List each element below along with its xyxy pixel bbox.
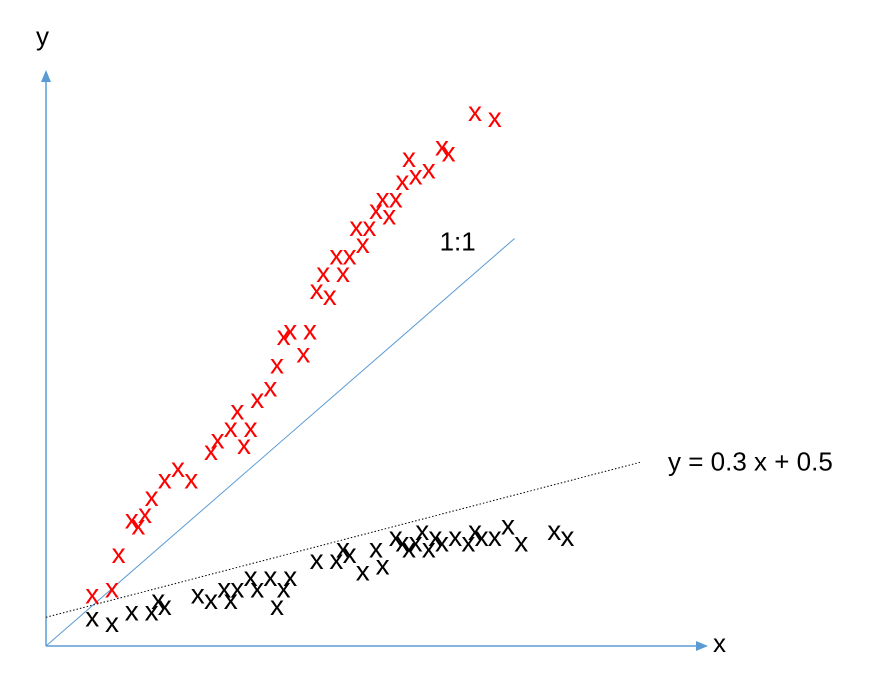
data-point-series-2: x bbox=[389, 521, 403, 552]
data-point-series-2: x bbox=[468, 515, 482, 546]
data-point-series-2: x bbox=[376, 550, 390, 581]
data-point-series-1: x bbox=[250, 383, 264, 414]
data-point-series-2: x bbox=[428, 521, 442, 552]
data-point-series-2: x bbox=[145, 596, 159, 627]
data-point-series-2: x bbox=[336, 532, 350, 563]
data-point-series-1: x bbox=[356, 228, 370, 259]
data-point-series-1: x bbox=[158, 464, 172, 495]
data-point-series-1: x bbox=[244, 412, 258, 443]
reference-line-1 bbox=[45, 238, 515, 647]
data-point-series-1: x bbox=[488, 102, 502, 133]
data-point-series-1: x bbox=[343, 240, 357, 271]
data-point-series-2: x bbox=[514, 527, 528, 558]
data-point-series-2: x bbox=[217, 573, 231, 604]
data-point-series-2: x bbox=[105, 607, 119, 638]
data-point-series-1: x bbox=[435, 131, 449, 162]
reference-line-label-2: y = 0.3 x + 0.5 bbox=[668, 446, 833, 476]
data-point-series-1: x bbox=[204, 435, 218, 466]
data-point-series-1: x bbox=[296, 337, 310, 368]
data-point-series-2: x bbox=[283, 561, 297, 592]
data-point-series-1: x bbox=[138, 498, 152, 529]
data-point-series-2: x bbox=[369, 532, 383, 563]
x-axis-label: x bbox=[713, 628, 726, 658]
data-point-series-1: x bbox=[310, 274, 324, 305]
data-point-series-2: x bbox=[230, 573, 244, 604]
data-point-series-1: x bbox=[237, 429, 251, 460]
data-point-series-2: x bbox=[343, 538, 357, 569]
data-point-series-2: x bbox=[409, 527, 423, 558]
data-point-series-1: x bbox=[395, 165, 409, 196]
data-point-series-1: x bbox=[171, 452, 185, 483]
data-point-series-1: x bbox=[329, 240, 343, 271]
data-point-series-2: x bbox=[435, 527, 449, 558]
data-point-series-2: x bbox=[547, 515, 561, 546]
data-point-series-2: x bbox=[270, 590, 284, 621]
data-point-series-1: x bbox=[422, 154, 436, 185]
data-point-series-1: x bbox=[230, 395, 244, 426]
data-point-series-2: x bbox=[125, 596, 139, 627]
data-point-series-1: x bbox=[270, 349, 284, 380]
data-point-series-1: x bbox=[211, 423, 225, 454]
data-point-series-2: x bbox=[310, 544, 324, 575]
data-point-series-2: x bbox=[501, 509, 515, 540]
data-point-series-2: x bbox=[151, 584, 165, 615]
reference-line-2 bbox=[45, 461, 641, 618]
data-point-series-2: x bbox=[277, 573, 291, 604]
data-point-series-1: x bbox=[112, 538, 126, 569]
data-point-series-1: x bbox=[362, 211, 376, 242]
data-point-series-2: x bbox=[191, 578, 205, 609]
data-point-series-2: x bbox=[85, 601, 99, 632]
data-point-series-2: x bbox=[422, 532, 436, 563]
data-point-series-1: x bbox=[468, 96, 482, 127]
data-point-series-2: x bbox=[244, 561, 258, 592]
data-point-series-2: x bbox=[415, 515, 429, 546]
data-point-series-1: x bbox=[105, 573, 119, 604]
data-point-series-1: x bbox=[349, 211, 363, 242]
data-point-series-2: x bbox=[560, 521, 574, 552]
data-point-series-1: x bbox=[303, 314, 317, 345]
data-point-series-1: x bbox=[184, 464, 198, 495]
data-point-series-1: x bbox=[389, 182, 403, 213]
data-point-series-2: x bbox=[224, 584, 238, 615]
data-point-series-2: x bbox=[329, 544, 343, 575]
data-point-series-1: x bbox=[316, 257, 330, 288]
data-point-series-1: x bbox=[382, 200, 396, 231]
reference-lines: 1:1 y = 0.3 x + 0.5 bbox=[45, 226, 833, 647]
data-point-series-1: x bbox=[224, 412, 238, 443]
data-point-series-1: x bbox=[369, 194, 383, 225]
data-point-series-2: x bbox=[488, 521, 502, 552]
data-point-series-2: x bbox=[158, 590, 172, 621]
data-point-series-1: x bbox=[145, 481, 159, 512]
axes: x y bbox=[36, 21, 726, 658]
data-point-series-1: x bbox=[323, 280, 337, 311]
data-point-series-1: x bbox=[376, 182, 390, 213]
data-point-series-1: x bbox=[131, 509, 145, 540]
data-point-series-2: x bbox=[250, 573, 264, 604]
data-point-series-2: x bbox=[204, 584, 218, 615]
data-point-series-1: x bbox=[336, 257, 350, 288]
data-point-series-2: x bbox=[395, 527, 409, 558]
data-point-series-1: x bbox=[409, 159, 423, 190]
data-point-series-2: x bbox=[448, 521, 462, 552]
data-point-series-1: x bbox=[263, 372, 277, 403]
reference-line-label-1: 1:1 bbox=[440, 226, 476, 256]
data-point-series-1: x bbox=[125, 504, 139, 535]
data-point-series-1: x bbox=[283, 314, 297, 345]
data-point-series-2: x bbox=[356, 555, 370, 586]
y-axis-label: y bbox=[36, 21, 49, 51]
data-point-series-2: x bbox=[461, 527, 475, 558]
data-point-series-2: x bbox=[402, 532, 416, 563]
data-point-series-2: x bbox=[263, 561, 277, 592]
data-point-series-1: x bbox=[402, 142, 416, 173]
data-point-series-2: x bbox=[475, 521, 489, 552]
data-point-series-1: x bbox=[85, 578, 99, 609]
data-point-series-1: x bbox=[277, 320, 291, 351]
data-point-series-1: x bbox=[442, 136, 456, 167]
